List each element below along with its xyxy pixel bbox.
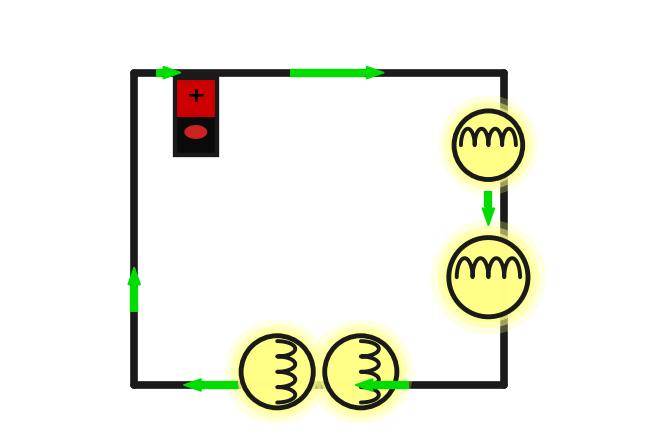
Circle shape <box>438 227 539 328</box>
Circle shape <box>236 331 318 413</box>
Circle shape <box>431 220 546 334</box>
FancyArrow shape <box>162 66 181 79</box>
Circle shape <box>325 336 397 408</box>
Circle shape <box>449 106 527 184</box>
Circle shape <box>319 331 402 413</box>
Circle shape <box>231 326 323 418</box>
Bar <box>175 78 216 155</box>
Circle shape <box>225 319 329 424</box>
Circle shape <box>453 110 524 181</box>
Ellipse shape <box>184 125 207 139</box>
Circle shape <box>315 326 407 418</box>
Circle shape <box>240 334 315 409</box>
Text: +: + <box>187 86 205 106</box>
Circle shape <box>449 238 528 317</box>
Circle shape <box>444 232 533 323</box>
FancyArrow shape <box>365 66 384 79</box>
FancyArrow shape <box>128 267 141 286</box>
Circle shape <box>241 336 314 408</box>
Circle shape <box>308 319 413 424</box>
FancyArrow shape <box>355 379 374 391</box>
Circle shape <box>323 334 399 409</box>
Bar <box>175 78 216 155</box>
Circle shape <box>439 95 538 195</box>
Circle shape <box>444 101 533 189</box>
Circle shape <box>447 236 529 319</box>
Bar <box>175 78 216 117</box>
FancyArrow shape <box>183 379 203 391</box>
Circle shape <box>454 111 523 180</box>
FancyArrow shape <box>482 206 494 226</box>
